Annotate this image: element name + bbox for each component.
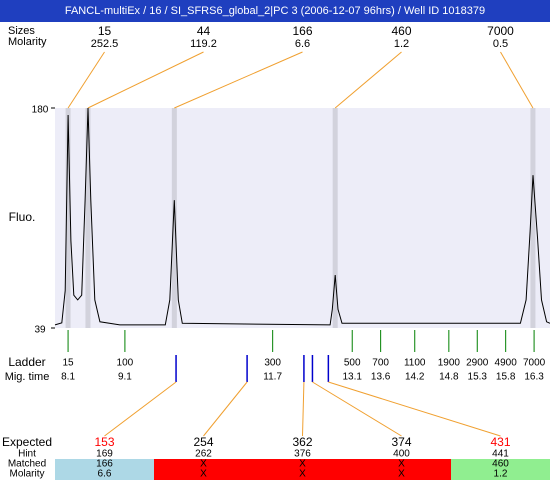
- y-tick-label: 180: [32, 105, 49, 116]
- y-axis-label: Fluo.: [9, 210, 36, 224]
- expected-link: [104, 381, 177, 437]
- expected-link: [328, 381, 501, 437]
- peak-link: [500, 51, 534, 109]
- ladder-time: 9.1: [118, 372, 132, 383]
- ladder-size: 500: [344, 358, 361, 369]
- ladder-size: 15: [63, 358, 75, 369]
- ladder-size: 300: [264, 358, 281, 369]
- expected-link: [302, 381, 305, 437]
- peak-molarity: 119.2: [190, 38, 217, 50]
- molarity: X: [299, 469, 306, 480]
- hint: 400: [393, 449, 410, 460]
- expected-link: [203, 381, 248, 437]
- ladder-time: 14.8: [439, 372, 459, 383]
- peak-size: 460: [391, 24, 411, 38]
- expected-size: 254: [193, 435, 213, 449]
- ladder-size: 7000: [523, 358, 546, 369]
- matched: X: [200, 459, 207, 470]
- ladder-time: 15.3: [468, 372, 488, 383]
- molarity: X: [200, 469, 207, 480]
- ladder-time: 11.7: [263, 372, 282, 383]
- peak-band: [530, 108, 536, 328]
- peak-band: [85, 108, 91, 328]
- matched: 460: [492, 459, 509, 470]
- matched: X: [398, 459, 405, 470]
- ladder-time: 15.8: [496, 372, 516, 383]
- peak-molarity: 252.5: [91, 38, 119, 50]
- match-cell: [451, 459, 550, 480]
- hint: 441: [492, 449, 509, 460]
- molarity: 1.2: [494, 469, 508, 480]
- row-label: Ladder: [8, 355, 45, 369]
- peak-size: 15: [98, 24, 112, 38]
- expected-size: 374: [391, 435, 411, 449]
- peak-link: [87, 51, 204, 109]
- ladder-size: 1900: [438, 358, 461, 369]
- ladder-time: 14.2: [405, 372, 425, 383]
- peak-molarity: 6.6: [295, 38, 310, 50]
- match-cell: [352, 459, 451, 480]
- row-label: Expected: [2, 435, 52, 449]
- peak-size: 166: [292, 24, 312, 38]
- peak-band: [171, 108, 177, 328]
- trace: [54, 107, 550, 326]
- plot-area: [55, 108, 550, 328]
- row-label: Sizes: [8, 25, 35, 37]
- title-bar: [0, 0, 550, 22]
- hint: 376: [294, 449, 311, 460]
- ladder-time: 16.3: [524, 372, 544, 383]
- peak-size: 7000: [487, 24, 514, 38]
- matched: X: [299, 459, 306, 470]
- match-cell: [253, 459, 352, 480]
- expected-size: 362: [292, 435, 312, 449]
- expected-size: 153: [94, 435, 114, 449]
- peak-link: [174, 51, 303, 109]
- title: FANCL-multiEx / 16 / SI_SFRS6_global_2|P…: [65, 5, 485, 17]
- peak-molarity: 0.5: [493, 38, 508, 50]
- row-label: Molarity: [9, 469, 44, 480]
- ladder-size: 4900: [495, 358, 518, 369]
- molarity: X: [398, 469, 405, 480]
- peak-link: [334, 51, 402, 109]
- y-tick-label: 39: [34, 325, 46, 336]
- row-label: Mig. time: [5, 371, 50, 383]
- ladder-size: 1100: [404, 358, 426, 369]
- peak-band: [332, 108, 338, 328]
- row-label: Molarity: [8, 36, 47, 48]
- hint: 262: [195, 449, 212, 460]
- ladder-time: 8.1: [61, 372, 75, 383]
- expected-size: 431: [490, 435, 510, 449]
- ladder-time: 13.6: [371, 372, 391, 383]
- peak-link: [67, 51, 105, 109]
- row-label: Matched: [8, 459, 46, 470]
- row-label: Hint: [18, 449, 36, 460]
- peak-size: 44: [197, 24, 211, 38]
- ladder-time: 13.1: [342, 372, 362, 383]
- expected-link: [312, 381, 402, 437]
- match-cell: [55, 459, 154, 480]
- matched: 166: [96, 459, 113, 470]
- ladder-size: 700: [372, 358, 389, 369]
- hint: 169: [96, 449, 113, 460]
- ladder-size: 2900: [466, 358, 489, 369]
- match-cell: [154, 459, 253, 480]
- ladder-size: 100: [117, 358, 134, 369]
- molarity: 6.6: [98, 469, 112, 480]
- peak-molarity: 1.2: [394, 38, 409, 50]
- peak-band: [65, 108, 71, 328]
